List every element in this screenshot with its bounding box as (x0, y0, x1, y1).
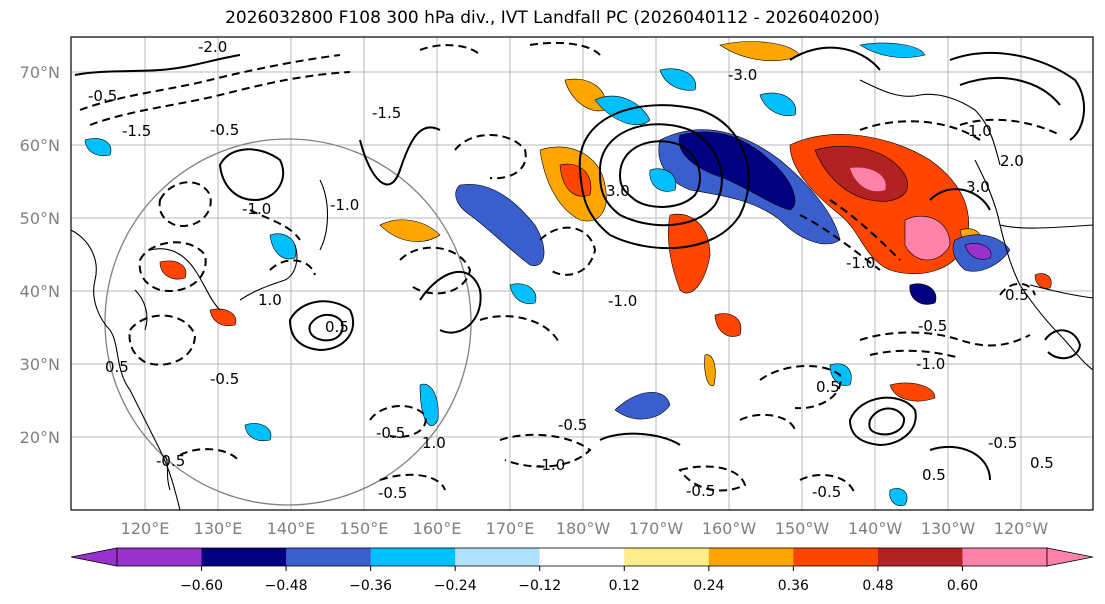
contours-positive (74, 46, 1086, 481)
colorbar-segment (201, 548, 287, 566)
contour-label: -1.0 (608, 292, 637, 310)
lon-label: 150°E (340, 519, 389, 538)
lat-label: 50°N (20, 209, 60, 228)
colorbar-tick-label: −0.24 (434, 578, 477, 594)
contour-label: 1.0 (422, 434, 446, 452)
coastlines (71, 79, 1093, 510)
colorbar-segment (962, 548, 1048, 566)
colorbar-tick-label: −0.60 (180, 578, 223, 594)
lat-label: 40°N (20, 282, 60, 301)
contour-label: 0.5 (922, 466, 946, 484)
contour-labels: -2.0 -1.0 -3.0 -0.5 -1.5 -0.5 -1.0 -1.5 … (88, 38, 1054, 502)
contour-label: -0.5 (988, 434, 1017, 452)
contour-label: 0.5 (1030, 454, 1054, 472)
colorbar-segment (370, 548, 456, 566)
colorbar-tick-label: −0.36 (349, 578, 392, 594)
contour-label: -1.0 (330, 196, 359, 214)
lon-label: 120°E (121, 519, 170, 538)
map-frame (70, 36, 1094, 511)
shaded-field (84, 41, 1052, 506)
colorbar-segment (117, 548, 203, 566)
colorbar-segment (877, 548, 963, 566)
contour-label: -0.5 (918, 317, 947, 335)
contour-label: -2.0 (198, 38, 227, 56)
lat-label: 20°N (20, 428, 60, 447)
lon-label: 140°E (267, 519, 316, 538)
contour-label: -0.5 (210, 370, 239, 388)
lon-label: 150°W (775, 519, 830, 538)
contour-label: 3.0 (606, 182, 630, 200)
lon-label: 120°W (994, 519, 1049, 538)
contour-label: -1.5 (372, 104, 401, 122)
lon-label: 160°W (702, 519, 757, 538)
contour-label: 3.0 (966, 178, 990, 196)
colorbar-tick-label: 0.24 (693, 578, 724, 594)
lat-label: 70°N (20, 63, 60, 82)
colorbar-left-arrow (70, 547, 118, 567)
contour-label: 2.0 (1000, 152, 1024, 170)
contours-negative (79, 41, 1061, 496)
map-title: 2026032800 F108 300 hPa div., IVT Landfa… (225, 8, 880, 28)
contour-label: 1.0 (968, 122, 992, 140)
contour-label: -0.5 (378, 484, 407, 502)
lat-label: 60°N (20, 136, 60, 155)
lat-label: 30°N (20, 355, 60, 374)
contour-label: 0.5 (1005, 286, 1029, 304)
contour-label: -0.5 (210, 121, 239, 139)
colorbar-segment (455, 548, 541, 566)
contour-label: 1.0 (258, 291, 282, 309)
contour-label: -3.0 (728, 66, 757, 84)
colorbar-segment (793, 548, 879, 566)
lon-label: 170°W (629, 519, 684, 538)
colorbar-segment (539, 548, 625, 566)
contour-label: -1.5 (122, 122, 151, 140)
colorbar-tick-label: 0.36 (778, 578, 809, 594)
colorbar-segment (624, 548, 710, 566)
latitude-labels: 70°N 60°N 50°N 40°N 30°N 20°N (20, 63, 60, 447)
colorbar-tick-label: −0.48 (265, 578, 308, 594)
contour-label: -1.0 (846, 254, 875, 272)
lon-label: 140°W (848, 519, 903, 538)
contour-label: 0.5 (105, 358, 129, 376)
lon-label: 160°E (413, 519, 462, 538)
contour-label: -1.0 (242, 200, 271, 218)
contour-label: -0.5 (558, 416, 587, 434)
lon-label: 130°W (921, 519, 976, 538)
colorbar: −0.60 −0.48 −0.36 −0.24 −0.12 0.12 0.24 0.36 0.4… (70, 547, 1094, 594)
lon-label: 170°E (486, 519, 535, 538)
colorbar-segment (286, 548, 372, 566)
contour-label: -1.0 (536, 456, 565, 474)
lon-label: 130°E (194, 519, 243, 538)
map-background (71, 37, 1093, 510)
colorbar-right-arrow (1046, 547, 1094, 567)
colorbar-tick-label: 0.12 (609, 578, 640, 594)
lon-label: 180°W (556, 519, 611, 538)
contour-label: 0.5 (816, 378, 840, 396)
longitude-labels: 120°E 130°E 140°E 150°E 160°E 170°E 180°… (121, 519, 1049, 538)
contour-label: -0.5 (376, 424, 405, 442)
contour-label: -1.0 (916, 355, 945, 373)
contour-label: 0.5 (325, 318, 349, 336)
colorbar-segment (708, 548, 794, 566)
contour-label: -0.5 (686, 482, 715, 500)
colorbar-tick-label: 0.48 (862, 578, 893, 594)
colorbar-tick-label: −0.12 (518, 578, 561, 594)
contour-label: -0.5 (812, 483, 841, 501)
contour-label: -0.5 (88, 87, 117, 105)
colorbar-tick-label: 0.60 (947, 578, 978, 594)
contour-label: -0.5 (156, 452, 185, 470)
